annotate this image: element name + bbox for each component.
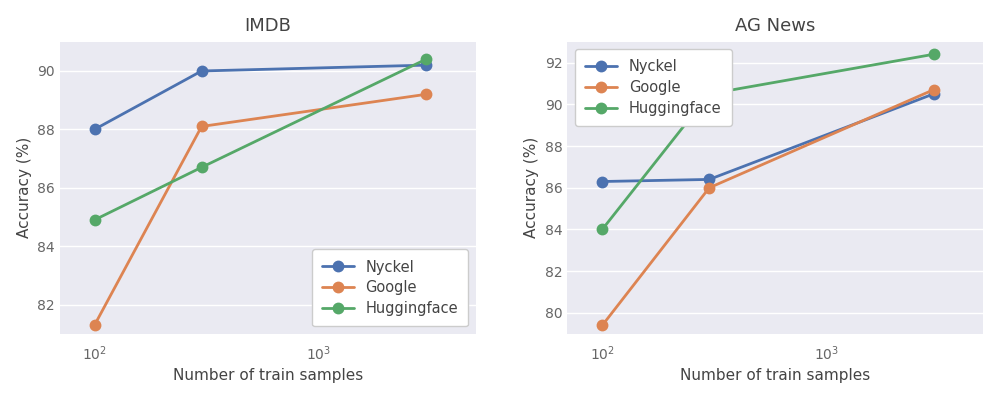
Line: Google: Google <box>597 85 938 330</box>
Line: Nyckel: Nyckel <box>597 89 938 186</box>
Legend: Nyckel, Google, Huggingface: Nyckel, Google, Huggingface <box>312 249 468 326</box>
Google <box>420 92 432 97</box>
Nyckel <box>703 177 715 182</box>
Google <box>596 323 608 328</box>
Legend: Nyckel, Google, Huggingface: Nyckel, Google, Huggingface <box>575 49 732 126</box>
Y-axis label: Accuracy (%): Accuracy (%) <box>17 137 32 238</box>
Line: Google: Google <box>90 90 431 330</box>
Huggingface <box>196 165 208 170</box>
Huggingface <box>703 92 715 96</box>
X-axis label: Number of train samples: Number of train samples <box>680 368 871 383</box>
Title: IMDB: IMDB <box>244 17 291 35</box>
Nyckel <box>596 179 608 184</box>
Nyckel <box>196 68 208 73</box>
Huggingface <box>596 227 608 232</box>
Google <box>928 87 940 92</box>
Y-axis label: Accuracy (%): Accuracy (%) <box>524 137 539 238</box>
Google <box>89 323 101 328</box>
Google <box>196 124 208 129</box>
Huggingface <box>928 52 940 57</box>
Line: Nyckel: Nyckel <box>90 60 431 134</box>
X-axis label: Number of train samples: Number of train samples <box>173 368 363 383</box>
Huggingface <box>420 57 432 62</box>
Google <box>703 185 715 190</box>
Nyckel <box>89 127 101 132</box>
Nyckel <box>420 63 432 68</box>
Line: Huggingface: Huggingface <box>597 50 938 234</box>
Nyckel <box>928 92 940 96</box>
Huggingface <box>89 218 101 222</box>
Line: Huggingface: Huggingface <box>90 54 431 225</box>
Title: AG News: AG News <box>735 17 816 35</box>
